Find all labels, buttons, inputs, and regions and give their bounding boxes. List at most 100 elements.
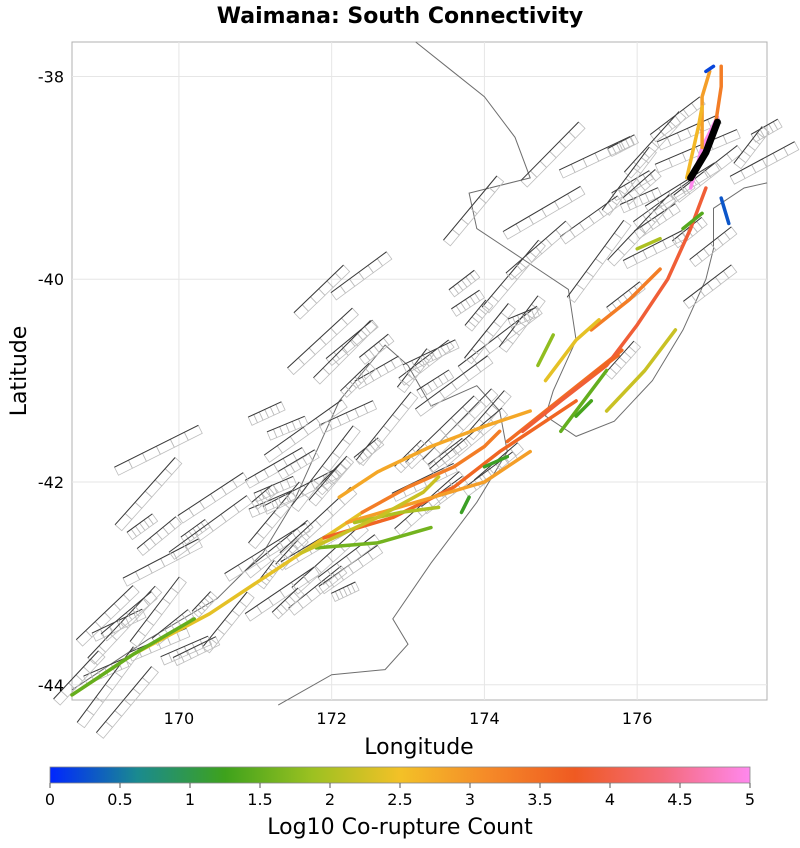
background-faults <box>53 96 800 739</box>
y-axis-label: Latitude <box>7 326 32 417</box>
colored-fault-20 <box>604 328 678 413</box>
background-fault <box>340 362 370 392</box>
background-fault <box>114 424 199 468</box>
background-fault <box>177 472 244 517</box>
background-fault <box>287 307 353 369</box>
chart-title: Waimana: South Connectivity <box>217 4 583 29</box>
coastline <box>71 41 768 706</box>
background-fault <box>566 220 625 298</box>
colored-fault-17 <box>719 196 731 226</box>
colored-fault-2 <box>360 429 502 515</box>
background-fault <box>247 401 282 418</box>
background-fault <box>604 340 635 374</box>
background-fault <box>481 239 539 308</box>
background-fault <box>672 217 702 242</box>
background-fault <box>507 307 537 320</box>
background-fault <box>266 415 305 433</box>
background-fault <box>443 175 498 241</box>
background-fault <box>451 289 480 310</box>
background-fault <box>122 538 199 579</box>
background-fault <box>520 121 579 182</box>
background-fault <box>330 251 387 294</box>
background-fault <box>277 449 315 472</box>
background-fault <box>224 522 306 575</box>
background-fault <box>405 395 475 463</box>
background-fault <box>160 635 209 658</box>
colored-fault-27 <box>635 236 662 251</box>
background-fault <box>244 566 315 615</box>
background-fault <box>172 636 217 658</box>
background-fault <box>291 523 363 588</box>
background-fault <box>505 220 567 274</box>
colored-fault-8 <box>337 409 532 499</box>
y-tick-label: -42 <box>38 473 64 492</box>
x-tick-label: 170 <box>164 709 195 728</box>
colored-fault-19 <box>559 368 609 434</box>
y-tick-labels: -38 -40 -42 -44 <box>38 67 64 694</box>
background-fault <box>601 146 650 211</box>
colored-fault-1 <box>70 617 196 697</box>
background-fault <box>126 513 153 533</box>
colorbar-tick-label: 3.5 <box>527 790 552 809</box>
background-fault <box>656 114 718 143</box>
background-fault <box>644 162 716 207</box>
background-fault <box>654 129 737 165</box>
background-fault <box>83 657 126 677</box>
background-fault <box>354 355 399 382</box>
background-fault <box>606 281 641 308</box>
background-fault <box>251 484 273 503</box>
colored-fault-10 <box>520 186 708 434</box>
background-fault <box>729 141 795 177</box>
source-fault <box>687 118 721 182</box>
background-fault <box>359 333 389 358</box>
colorbar-label: Log10 Co-rupture Count <box>267 815 533 840</box>
background-fault <box>180 519 206 538</box>
background-fault <box>291 425 354 507</box>
colored-fault-7 <box>299 475 441 555</box>
colorbar-tick-labels: 0 0.5 1 1.5 2 2.5 3 3.5 4 4.5 5 <box>45 783 755 809</box>
background-fault <box>308 455 348 501</box>
colored-fault-23 <box>536 333 555 368</box>
background-fault <box>75 585 134 640</box>
plot-area <box>53 41 800 739</box>
background-fault <box>750 118 778 135</box>
background-fault <box>622 230 683 261</box>
background-fault <box>633 180 691 223</box>
colored-fault-16 <box>704 64 716 74</box>
colored-fault-18 <box>681 211 704 231</box>
background-fault <box>191 591 211 612</box>
colorbar-tick-label: 5 <box>745 790 755 809</box>
colorbar-tick-label: 2 <box>325 790 335 809</box>
background-fault <box>253 475 294 494</box>
background-fault <box>391 462 454 494</box>
background-fault <box>168 495 247 553</box>
background-fault <box>624 111 680 173</box>
colorbar-tick-label: 3 <box>465 790 475 809</box>
background-fault <box>673 145 738 196</box>
background-fault <box>96 666 152 733</box>
background-fault <box>313 320 371 379</box>
colored-fault-24 <box>459 495 471 515</box>
background-fault <box>248 489 293 510</box>
coastline-south-island <box>71 344 508 706</box>
colored-faults <box>70 64 731 697</box>
background-fault <box>559 135 631 171</box>
background-fault <box>398 339 449 379</box>
colorbar-tick-label: 2.5 <box>387 790 412 809</box>
background-fault <box>271 587 299 613</box>
background-fault <box>402 339 456 366</box>
background-fault <box>53 650 99 700</box>
background-fault <box>464 299 487 326</box>
background-fault <box>427 438 463 466</box>
background-fault <box>91 608 143 634</box>
colored-fault-13 <box>700 69 712 150</box>
background-fault <box>151 609 189 639</box>
colored-fault-15 <box>685 105 704 180</box>
background-fault <box>464 303 509 359</box>
x-tick-labels: 170 172 174 176 <box>164 709 653 728</box>
colorbar <box>49 766 751 784</box>
colored-fault-5 <box>314 525 433 550</box>
colorbar-tick-label: 0 <box>45 790 55 809</box>
colored-fault-21 <box>589 353 620 378</box>
